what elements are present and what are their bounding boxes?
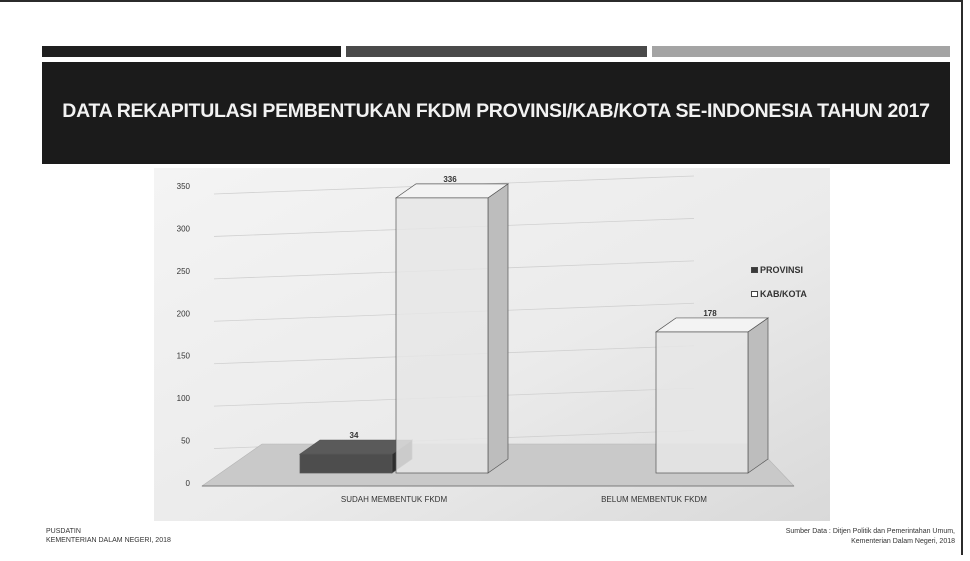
- header-stripe-medium: [346, 46, 647, 57]
- footer-right-line-1: Sumber Data : Ditjen Politik dan Pemerin…: [785, 528, 955, 535]
- y-tick-label: 50: [181, 437, 190, 446]
- slide-title: DATA REKAPITULASI PEMBENTUKAN FKDM PROVI…: [62, 99, 930, 122]
- legend-item: PROVINSI: [751, 263, 807, 277]
- bar-side-kabkota-0: [487, 183, 509, 474]
- bar-top-kabkota-1: [654, 317, 770, 333]
- y-tick-label: 150: [177, 352, 191, 361]
- y-tick-label: 100: [177, 394, 191, 403]
- x-category-label: BELUM MEMBENTUK FKDM: [601, 495, 707, 504]
- data-label: 178: [703, 309, 717, 318]
- header-stripe-dark: [42, 46, 341, 57]
- data-label: 336: [443, 175, 457, 184]
- bar-chart: 0 50 100 150 200 250 300 350 34 336 178 SUDAH MEMB…: [154, 168, 830, 521]
- legend-item: KAB/KOTA: [751, 287, 807, 301]
- footer-source-right: Sumber Data : Ditjen Politik dan Pemerin…: [690, 527, 955, 547]
- legend-swatch: [751, 267, 758, 273]
- bar-kabkota-1: [655, 331, 749, 474]
- legend-swatch: [751, 291, 758, 297]
- bar-side-kabkota-1: [747, 317, 769, 474]
- bar-top-kabkota-0: [394, 183, 510, 199]
- legend: PROVINSI KAB/KOTA: [751, 263, 807, 311]
- legend-label: KAB/KOTA: [760, 289, 807, 299]
- footer-left-line-2: KEMENTERIAN DALAM NEGERI, 2018: [46, 537, 171, 544]
- footer-left-line-1: PUSDATIN: [46, 528, 81, 535]
- footer-right-line-2: Kementerian Dalam Negeri, 2018: [851, 538, 955, 545]
- y-tick-label: 250: [177, 267, 191, 276]
- title-bar: DATA REKAPITULASI PEMBENTUKAN FKDM PROVI…: [42, 62, 950, 164]
- y-tick-label: 200: [177, 309, 191, 318]
- bar-top-provinsi-0: [298, 439, 414, 455]
- header-stripe-light: [652, 46, 950, 57]
- y-tick-label: 300: [177, 224, 191, 233]
- legend-label: PROVINSI: [760, 265, 804, 275]
- footer-source-left: PUSDATIN KEMENTERIAN DALAM NEGERI, 2018: [46, 527, 171, 545]
- chart-area: 0 50 100 150 200 250 300 350 34 336 178 SUDAH MEMB…: [154, 168, 830, 521]
- x-category-label: SUDAH MEMBENTUK FKDM: [341, 495, 448, 504]
- y-tick-label: 350: [177, 182, 191, 191]
- bar-provinsi-0: [299, 453, 393, 474]
- data-label: 34: [350, 431, 359, 440]
- bar-kabkota-0: [395, 197, 489, 474]
- y-tick-label: 0: [186, 479, 191, 488]
